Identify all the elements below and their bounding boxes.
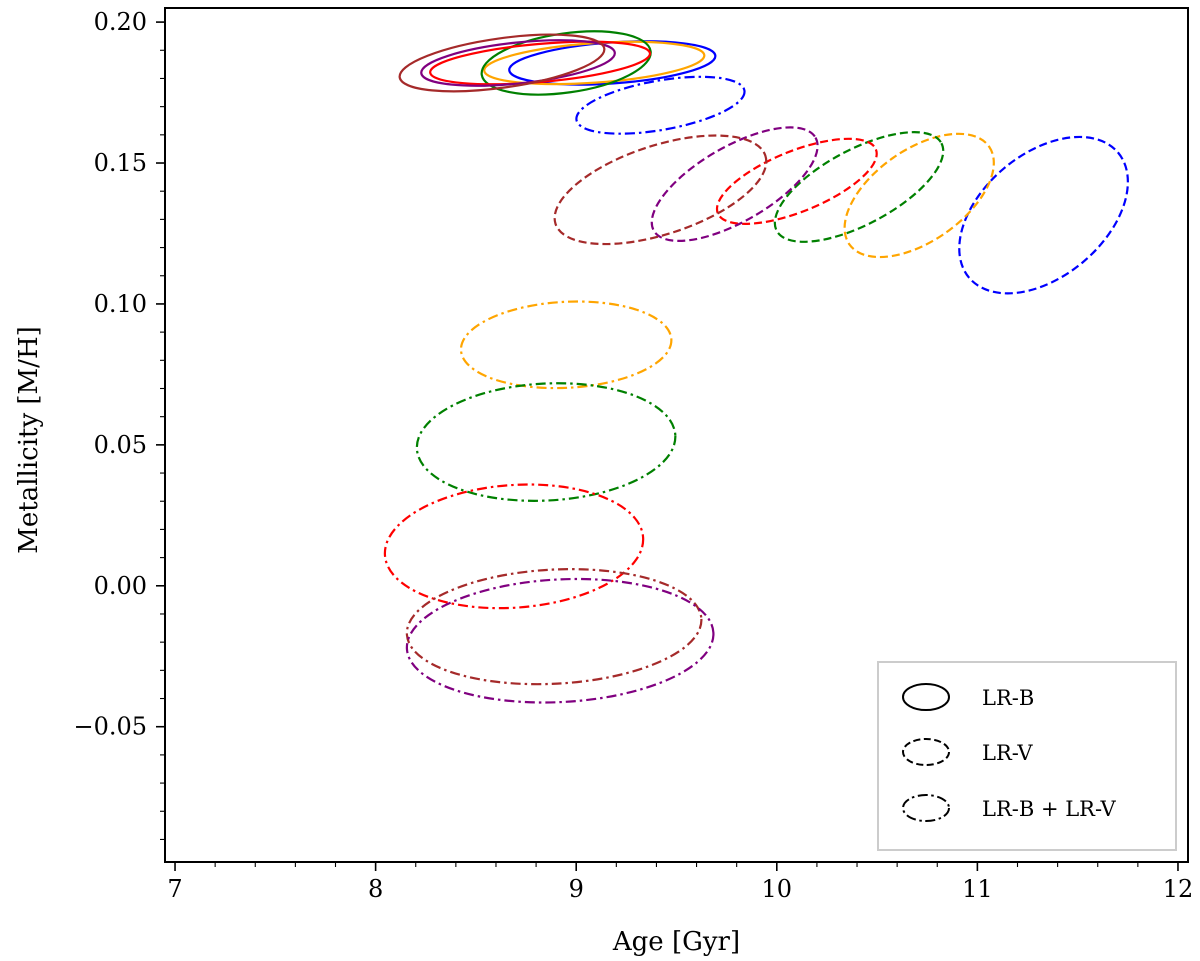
y-tick-label: −0.05	[73, 713, 147, 741]
y-tick-label: 0.00	[94, 572, 147, 600]
ellipse-solid	[429, 40, 652, 86]
ellipse-dashdot	[383, 483, 645, 610]
ellipse-solid	[480, 30, 652, 96]
x-tick-label: 8	[368, 875, 383, 903]
legend: LR-B LR-V LR-B + LR-V	[877, 661, 1177, 851]
ellipse-dashdot	[415, 382, 677, 502]
ellipse-solid	[420, 39, 616, 87]
ellipse-dashed	[715, 137, 878, 225]
ellipse-dashed	[958, 135, 1129, 295]
legend-box	[877, 661, 1177, 851]
x-tick-label: 9	[569, 875, 584, 903]
y-axis-label: Metallicity [M/H]	[14, 326, 44, 554]
legend-dashed-marker	[902, 738, 950, 766]
x-tick-label: 11	[962, 875, 993, 903]
ellipse-dashdot	[575, 75, 746, 135]
x-tick-label: 10	[762, 875, 793, 903]
x-tick-label: 12	[1163, 875, 1194, 903]
x-tick-label: 7	[167, 875, 182, 903]
legend-label-lr-v: LR-V	[982, 741, 1033, 765]
ellipse-dashed	[773, 131, 945, 243]
legend-solid-marker	[902, 683, 950, 711]
series-dashed	[553, 126, 1129, 295]
legend-label-lr-b: LR-B	[982, 686, 1034, 710]
ellipse-dashed	[553, 134, 768, 246]
series-solid	[398, 30, 717, 96]
major-ticks: 7 8 9 10 11 12 −0.05 0.00 0.05 0.10 0.15 0.20	[73, 8, 1193, 903]
y-tick-label: 0.10	[94, 290, 147, 318]
ellipse-solid	[398, 33, 606, 93]
ellipse-dashdot	[459, 300, 673, 390]
ellipse-dashdot	[405, 577, 715, 704]
x-axis-label: Age [Gyr]	[612, 927, 740, 957]
y-tick-label: 0.05	[94, 431, 147, 459]
y-tick-label: 0.15	[94, 149, 147, 177]
y-tick-label: 0.20	[94, 8, 147, 36]
ellipse-dashed	[650, 126, 819, 243]
ellipse-series	[383, 30, 1129, 704]
plot-frame	[164, 7, 1189, 863]
legend-dashdot-marker	[902, 794, 950, 822]
ellipse-dashed	[843, 132, 995, 259]
legend-label-lr-b-lr-v: LR-B + LR-V	[982, 797, 1117, 821]
